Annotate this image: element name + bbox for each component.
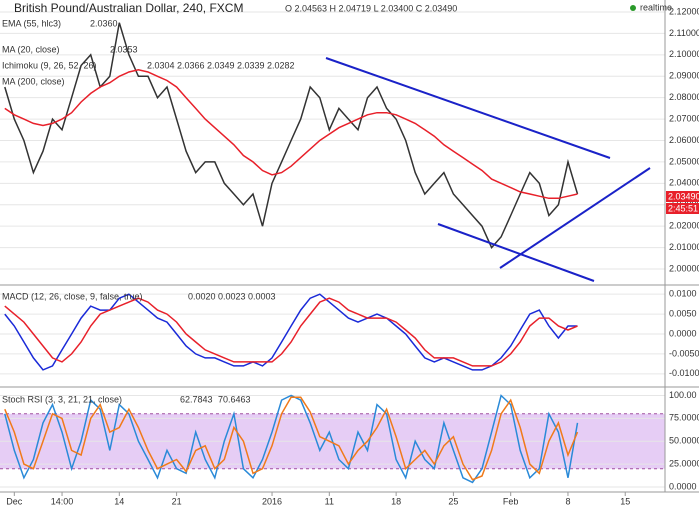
indicator-value: 2.0349 [207, 60, 235, 70]
series-line [4, 394, 579, 484]
x-tick-label: 14:00 [51, 496, 74, 506]
trend-line [325, 57, 611, 159]
y-tick-label: 100.00 [669, 390, 697, 400]
y-tick-label: 2.00000 [669, 263, 699, 273]
x-tick-label: 21 [172, 496, 182, 506]
y-tick-label: 0.0050 [669, 308, 697, 318]
y-tick-label: 2.04000 [669, 178, 699, 188]
y-tick-label: 50.0000 [669, 436, 699, 446]
status-dot [630, 5, 636, 11]
y-tick-label: 75.0000 [669, 413, 699, 423]
y-tick-label: 2.05000 [669, 156, 699, 166]
y-tick-label: 2.11000 [669, 28, 699, 38]
x-tick-label: 8 [565, 496, 570, 506]
series-line [4, 297, 578, 367]
price-tag-bg [666, 191, 699, 202]
y-tick-label: 25.0000 [669, 458, 699, 468]
x-tick-label: 11 [325, 496, 334, 506]
indicator-label: Ichimoku (9, 26, 52, 26) [2, 60, 97, 70]
x-tick-label: 15 [620, 496, 630, 506]
x-tick-label: 25 [448, 496, 458, 506]
indicator-value: 2.0366 [177, 60, 205, 70]
indicator-value: 2.0353 [110, 44, 138, 54]
indicator-label: MA (20, close) [2, 44, 60, 54]
y-tick-label: 2.10000 [669, 49, 699, 59]
chart-title: British Pound/Australian Dollar, 240, FX… [14, 1, 243, 15]
x-tick-label: Feb [503, 496, 519, 506]
x-tick-label: 14 [114, 496, 124, 506]
y-tick-label: 2.12000 [669, 6, 699, 16]
indicator-value: 70.6463 [218, 394, 251, 404]
trend-line [499, 167, 651, 269]
indicator-label: MA (200, close) [2, 76, 65, 86]
ohlc: O 2.04563 H 2.04719 L 2.03400 C 2.03490 [285, 3, 457, 13]
y-tick-label: -0.0050 [669, 348, 699, 358]
y-tick-label: 0.0000 [669, 328, 697, 338]
indicator-value: 0.0003 [248, 291, 276, 301]
timer-bg [666, 203, 699, 214]
y-tick-label: 0.0000 [669, 481, 697, 491]
x-tick-label: 18 [391, 496, 401, 506]
timer: 2:45:51 [668, 203, 698, 213]
series-line [4, 396, 579, 481]
y-tick-label: 2.07000 [669, 113, 699, 123]
x-tick-label: 2016 [262, 496, 282, 506]
y-tick-label: 2.08000 [669, 92, 699, 102]
y-tick-label: 2.06000 [669, 135, 699, 145]
x-tick-label: Dec [6, 496, 23, 506]
indicator-label: MACD (12, 26, close, 9, false, true) [2, 291, 143, 301]
indicator-value: 0.0023 [218, 291, 246, 301]
indicator-label: Stoch RSI (3, 3, 21, 21, close) [2, 394, 122, 404]
indicator-label: EMA (55, hlc3) [2, 18, 61, 28]
indicator-value: 2.0304 [147, 60, 175, 70]
series-line [4, 293, 578, 371]
indicator-value: 2.0360 [90, 18, 118, 28]
y-tick-label: 2.02000 [669, 221, 699, 231]
indicator-value: 2.0282 [267, 60, 295, 70]
trend-line [437, 223, 595, 282]
price-tag: 2.03490 [668, 191, 699, 201]
y-tick-label: 0.0100 [669, 289, 697, 299]
y-tick-label: 2.01000 [669, 242, 699, 252]
y-tick-label: -0.0100 [669, 368, 699, 378]
indicator-value: 0.0020 [188, 291, 216, 301]
series-line [4, 69, 578, 200]
indicator-value: 62.7843 [180, 394, 213, 404]
realtime: realtime [640, 2, 672, 12]
indicator-value: 2.0339 [237, 60, 265, 70]
y-tick-label: 2.09000 [669, 71, 699, 81]
